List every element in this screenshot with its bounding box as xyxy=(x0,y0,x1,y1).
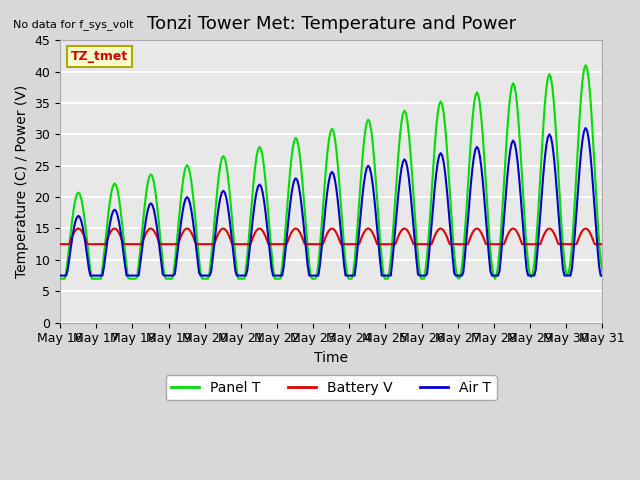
X-axis label: Time: Time xyxy=(314,351,348,365)
Legend: Panel T, Battery V, Air T: Panel T, Battery V, Air T xyxy=(166,375,497,400)
Y-axis label: Temperature (C) / Power (V): Temperature (C) / Power (V) xyxy=(15,85,29,278)
Text: TZ_tmet: TZ_tmet xyxy=(71,50,128,63)
Title: Tonzi Tower Met: Temperature and Power: Tonzi Tower Met: Temperature and Power xyxy=(147,15,516,33)
Text: No data for f_sys_volt: No data for f_sys_volt xyxy=(13,19,133,30)
